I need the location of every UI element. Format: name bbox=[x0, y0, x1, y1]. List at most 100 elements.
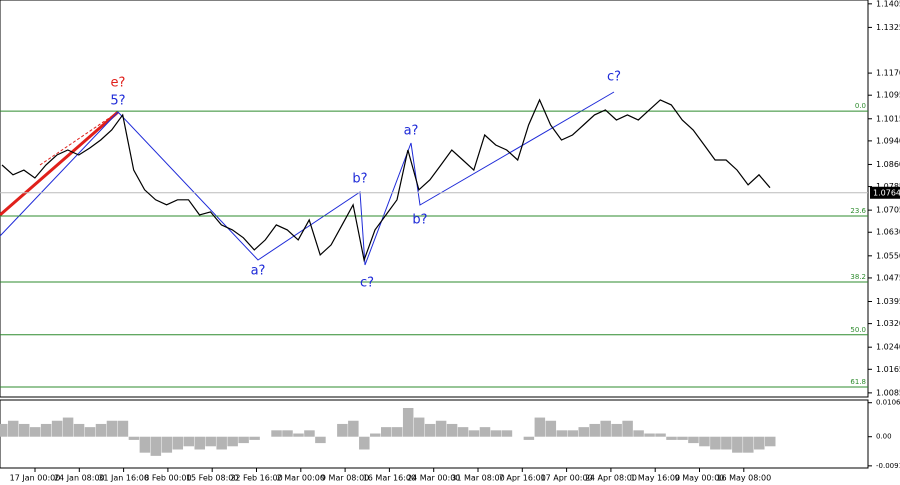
x-tick-label: 8 Feb 00:00 bbox=[144, 474, 191, 483]
oscillator-bar bbox=[644, 433, 655, 437]
oscillator-bar bbox=[51, 420, 63, 437]
main-panel bbox=[0, 0, 869, 398]
oscillator-tick-label: -0.00913 bbox=[876, 462, 900, 470]
oscillator-bar bbox=[556, 430, 568, 437]
y-tick-label: 1.1170 bbox=[876, 69, 900, 78]
y-tick-label: 1.0630 bbox=[876, 228, 900, 237]
y-tick-label: 1.0395 bbox=[876, 297, 900, 306]
oscillator-bar bbox=[194, 436, 205, 450]
wave-label: a? bbox=[404, 124, 419, 139]
oscillator-bar bbox=[249, 436, 260, 440]
oscillator-bar bbox=[172, 436, 184, 450]
oscillator-bar bbox=[95, 423, 107, 437]
oscillator-tick-label: 0.01065 bbox=[876, 399, 900, 407]
y-tick-label: 1.0240 bbox=[876, 343, 900, 352]
oscillator-bar bbox=[534, 417, 546, 437]
x-tick-label: 2 Mar 00:00 bbox=[277, 474, 325, 483]
oscillator-bar bbox=[139, 436, 151, 453]
oscillator-bar bbox=[600, 420, 611, 437]
wave-line bbox=[39, 111, 119, 166]
y-tick-label: 1.0320 bbox=[876, 319, 900, 328]
oscillator-bar bbox=[73, 423, 85, 437]
oscillator-bar bbox=[479, 427, 491, 437]
wave-line bbox=[0, 110, 119, 217]
oscillator-bar bbox=[413, 417, 425, 437]
oscillator-bar bbox=[271, 430, 282, 437]
y-tick-label: 1.0085 bbox=[876, 388, 900, 397]
wave-label: a? bbox=[251, 264, 266, 279]
oscillator-tick-label: 0.00 bbox=[876, 433, 892, 441]
x-tick-label: 17 Jan 00:00 bbox=[10, 474, 61, 483]
wave-label: c? bbox=[607, 70, 621, 85]
wave-line bbox=[0, 91, 615, 266]
y-tick-label: 1.1325 bbox=[876, 23, 900, 32]
oscillator-bar bbox=[128, 436, 140, 440]
oscillator-bar bbox=[666, 436, 677, 440]
oscillator-bar bbox=[205, 436, 216, 447]
oscillator-bar bbox=[710, 436, 721, 450]
x-tick-label: 31 Mar 08:00 bbox=[451, 474, 504, 483]
oscillator-bar bbox=[622, 420, 633, 437]
x-tick-label: 1 May 16:00 bbox=[630, 474, 680, 483]
oscillator-bar bbox=[688, 436, 699, 444]
oscillator-bar bbox=[18, 423, 30, 437]
x-tick-label: 16 Mar 16:00 bbox=[363, 474, 416, 483]
x-tick-label: 9 May 00:00 bbox=[675, 474, 725, 483]
x-tick-label: 24 Mar 00:00 bbox=[407, 474, 460, 483]
wave-label: e? bbox=[111, 76, 126, 91]
x-tick-label: 15 Feb 08:00 bbox=[186, 474, 238, 483]
oscillator-bar bbox=[370, 433, 381, 437]
oscillator-bar bbox=[523, 436, 535, 440]
oscillator-bar bbox=[754, 436, 765, 450]
oscillator-bar bbox=[381, 427, 392, 437]
oscillator-bar bbox=[315, 436, 326, 444]
oscillator-bar bbox=[435, 420, 447, 437]
oscillator-bar bbox=[677, 436, 688, 440]
oscillator-bar bbox=[633, 430, 644, 437]
y-tick-label: 1.1015 bbox=[876, 114, 900, 123]
oscillator-bar bbox=[40, 423, 52, 437]
fib-label: 50.0 bbox=[850, 326, 866, 334]
x-tick-label: 31 Jan 16:00 bbox=[98, 474, 149, 483]
oscillator-bar bbox=[293, 433, 304, 437]
oscillator-bar bbox=[359, 436, 370, 450]
x-tick-label: 17 Apr 00:00 bbox=[541, 474, 593, 483]
fib-label: 23.6 bbox=[850, 207, 866, 215]
x-tick-label: 24 Jan 08:00 bbox=[54, 474, 105, 483]
y-tick-label: 1.1405 bbox=[876, 0, 900, 8]
oscillator-bar bbox=[457, 427, 469, 437]
oscillator-bar bbox=[282, 430, 293, 437]
wave-label: b? bbox=[352, 172, 367, 187]
oscillator-bar bbox=[545, 420, 557, 437]
oscillator-bar bbox=[348, 420, 359, 437]
oscillator-bar bbox=[0, 423, 8, 437]
oscillator-bar bbox=[337, 423, 348, 437]
oscillator-bar bbox=[501, 430, 513, 437]
oscillator-bar bbox=[699, 436, 710, 447]
oscillator-bar bbox=[238, 436, 249, 444]
oscillator-bar bbox=[468, 430, 480, 437]
price-line bbox=[1, 98, 771, 263]
y-tick-label: 1.0705 bbox=[876, 206, 900, 215]
oscillator-bar bbox=[732, 436, 743, 453]
y-tick-label: 1.0940 bbox=[876, 136, 900, 145]
x-tick-label: 16 May 08:00 bbox=[716, 474, 771, 483]
wave-label: b? bbox=[412, 213, 427, 228]
wave-label: 5? bbox=[110, 94, 125, 109]
current-price-label: 1.0764 bbox=[873, 188, 900, 197]
fib-label: 38.2 bbox=[850, 273, 866, 281]
oscillator-bar bbox=[117, 420, 129, 437]
fib-label: 0.0 bbox=[855, 102, 866, 110]
x-tick-label: 7 Apr 16:00 bbox=[499, 474, 546, 483]
oscillator-bar bbox=[765, 436, 776, 447]
oscillator-bar bbox=[490, 430, 502, 437]
oscillator-bar bbox=[161, 436, 173, 453]
oscillator-bar bbox=[227, 436, 238, 447]
y-tick-label: 1.0860 bbox=[876, 160, 900, 169]
x-tick-label: 24 Apr 08:00 bbox=[585, 474, 637, 483]
oscillator-bar bbox=[29, 427, 41, 437]
x-tick-label: 22 Feb 16:00 bbox=[230, 474, 282, 483]
oscillator-bar bbox=[62, 417, 74, 437]
y-tick-label: 1.0785 bbox=[876, 182, 900, 191]
